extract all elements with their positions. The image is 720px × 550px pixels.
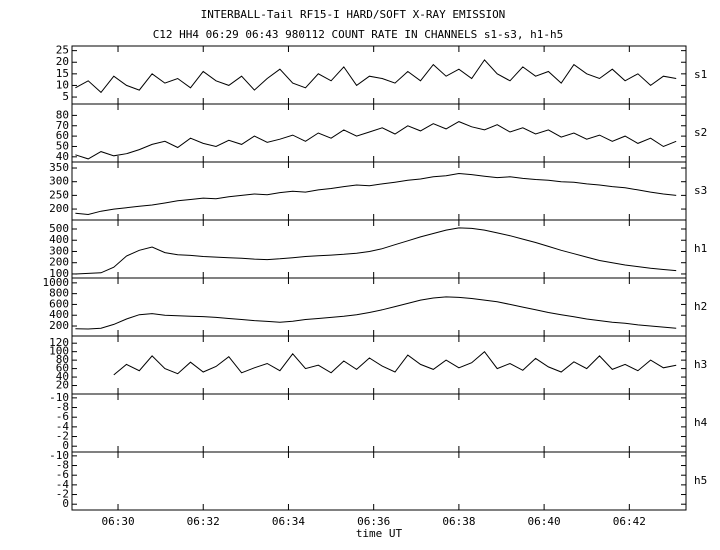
y-tick-label: 50 <box>56 139 69 152</box>
y-tick-label: -4 <box>56 478 70 491</box>
y-tick-label: 10 <box>56 78 69 91</box>
panel-frame <box>71 451 687 511</box>
panel-label: h5 <box>694 474 707 487</box>
y-tick-label: -2 <box>56 488 69 501</box>
y-tick-label: -10 <box>49 449 69 462</box>
y-tick-label: 400 <box>49 233 69 246</box>
y-tick-label: -6 <box>56 468 69 481</box>
x-axis-label: time UT <box>356 527 403 540</box>
series-line <box>75 121 677 160</box>
y-tick-label: 20 <box>56 55 69 68</box>
y-tick-label: 60 <box>56 362 69 375</box>
panel-frame <box>71 161 687 221</box>
x-tick-label: 06:30 <box>101 515 134 528</box>
x-tick-label: 06:40 <box>528 515 561 528</box>
y-tick-label: -6 <box>56 410 69 423</box>
y-tick-label: -10 <box>49 391 69 404</box>
x-tick-label: 06:34 <box>272 515 305 528</box>
y-tick-label: 25 <box>56 44 69 57</box>
y-tick-label: 5 <box>62 90 69 103</box>
panel-frame <box>71 103 687 163</box>
panel-frame <box>71 393 687 453</box>
y-tick-label: 200 <box>49 202 69 215</box>
panel-label: s3 <box>694 184 707 197</box>
panel-label: h4 <box>694 416 708 429</box>
y-tick-label: 0 <box>62 497 69 510</box>
y-tick-label: 80 <box>56 353 69 366</box>
y-tick-label: 60 <box>56 129 69 142</box>
y-tick-label: -4 <box>56 420 70 433</box>
y-tick-label: 1000 <box>43 276 70 289</box>
y-tick-label: 400 <box>49 308 69 321</box>
panel-label: h1 <box>694 242 707 255</box>
series-line <box>75 227 677 275</box>
chart-title: INTERBALL-Tail RF15-I HARD/SOFT X-RAY EM… <box>201 8 506 21</box>
x-tick-label: 06:32 <box>187 515 220 528</box>
y-tick-label: 250 <box>49 188 69 201</box>
y-tick-label: 350 <box>49 161 69 174</box>
y-tick-label: 100 <box>49 345 69 358</box>
y-tick-label: 800 <box>49 287 69 300</box>
y-tick-label: 20 <box>56 379 69 392</box>
y-tick-label: 0 <box>62 439 69 452</box>
x-tick-label: 06:42 <box>613 515 646 528</box>
y-tick-label: 80 <box>56 108 69 121</box>
panel-label: h2 <box>694 300 707 313</box>
y-tick-label: 40 <box>56 370 69 383</box>
panel-frame <box>71 277 687 337</box>
y-tick-label: 500 <box>49 222 69 235</box>
series-line <box>75 296 677 330</box>
y-tick-label: 600 <box>49 297 69 310</box>
y-tick-label: -2 <box>56 430 69 443</box>
y-tick-label: -8 <box>56 459 69 472</box>
chart-subtitle: C12 HH4 06:29 06:43 980112 COUNT RATE IN… <box>153 28 564 41</box>
series-line <box>75 59 677 94</box>
y-tick-label: 300 <box>49 244 69 257</box>
y-tick-label: 200 <box>49 319 69 332</box>
panel-label: h3 <box>694 358 707 371</box>
y-tick-label: 100 <box>49 267 69 280</box>
x-tick-label: 06:38 <box>442 515 475 528</box>
panel-frame <box>71 45 687 105</box>
panel-label: s1 <box>694 68 707 81</box>
y-tick-label: 15 <box>56 67 69 80</box>
panel-label: s2 <box>694 126 707 139</box>
panel-frame <box>71 335 687 395</box>
series-line <box>113 350 677 376</box>
series-line <box>75 172 677 216</box>
y-tick-label: 70 <box>56 119 69 132</box>
y-tick-label: 300 <box>49 175 69 188</box>
y-tick-label: 40 <box>56 150 69 163</box>
y-tick-label: 200 <box>49 256 69 269</box>
y-tick-label: 120 <box>49 336 69 349</box>
y-tick-label: -8 <box>56 401 69 414</box>
x-tick-label: 06:36 <box>357 515 390 528</box>
